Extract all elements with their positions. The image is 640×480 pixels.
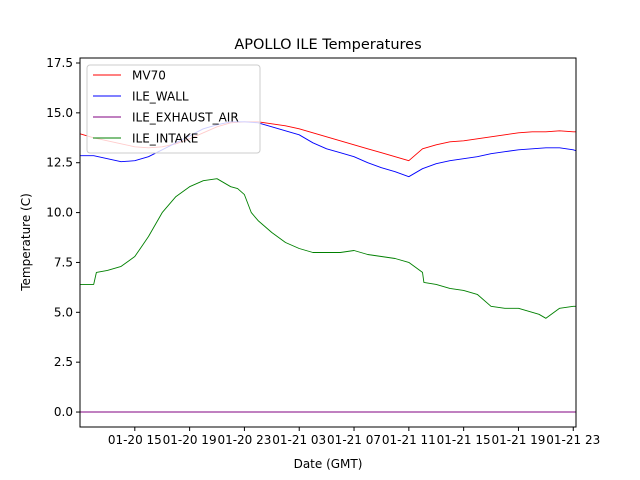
y-tick-label: 0.0 [54,405,73,419]
legend: MV70 ILE_WALL ILE_EXHAUST_AIR ILE_INTAKE [86,64,261,154]
x-tick-label: 01-21 15 [437,433,491,447]
x-tick-label: 01-21 03 [272,433,326,447]
y-axis-ticks: 0.0 2.5 5.0 7.5 10.0 12.5 15.0 17.5 [46,56,80,419]
x-tick-label: 01-20 15 [108,433,162,447]
plot-frame [79,57,577,428]
legend-items: MV70 ILE_WALL ILE_EXHAUST_AIR ILE_INTAKE [93,69,239,146]
legend-label: ILE_WALL [132,90,189,104]
x-tick-label: 01-21 19 [491,433,545,447]
x-tick-label: 01-21 07 [327,433,381,447]
legend-label: ILE_EXHAUST_AIR [132,111,239,125]
y-axis-label: Temperature (C) [19,193,33,292]
y-tick-label: 2.5 [54,355,73,369]
legend-frame [86,64,261,154]
x-tick-label: 01-21 23 [546,433,600,447]
series-line-ile-intake [80,178,576,319]
y-tick-label: 12.5 [46,156,73,170]
legend-label: MV70 [132,69,166,83]
x-tick-label: 01-20 19 [163,433,217,447]
y-tick-label: 7.5 [54,255,73,269]
y-tick-label: 10.0 [46,206,73,220]
chart-title: APOLLO ILE Temperatures [234,37,421,53]
y-tick-label: 15.0 [46,106,73,120]
x-tick-label: 01-21 11 [382,433,436,447]
x-axis-label: Date (GMT) [294,457,363,471]
y-tick-label: 5.0 [54,305,73,319]
x-tick-label: 01-20 23 [217,433,271,447]
y-tick-label: 17.5 [46,56,73,70]
x-axis-ticks: 01-20 15 01-20 19 01-20 23 01-21 03 01-21 07… [108,427,600,447]
legend-label: ILE_INTAKE [132,132,198,146]
